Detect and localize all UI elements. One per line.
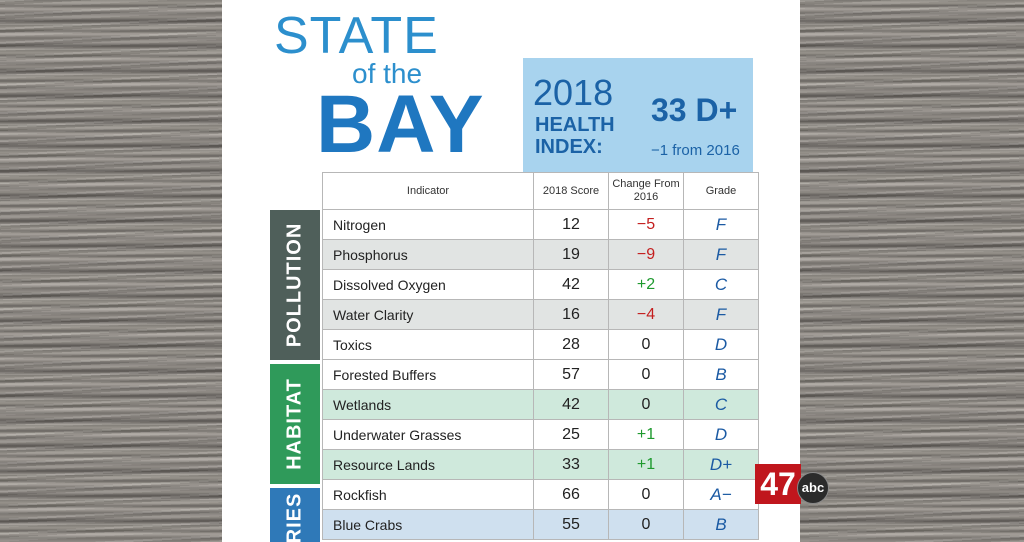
- table-row: Underwater Grasses 25 +1 D: [322, 419, 759, 450]
- table-header-row: Indicator 2018 Score Change From 2016 Gr…: [322, 172, 759, 210]
- indicator-name: Underwater Grasses: [322, 419, 534, 450]
- table-row: Blue Crabs 55 0 B: [322, 509, 759, 540]
- header-change: Change From 2016: [608, 172, 684, 210]
- indicator-score: 57: [533, 359, 609, 390]
- title-bay: BAY: [316, 79, 485, 170]
- indicator-name: Water Clarity: [322, 299, 534, 330]
- indicator-name: Resource Lands: [322, 449, 534, 480]
- report-card-page: STATE of the BAY 2018 HEALTH INDEX: 33 D…: [222, 0, 800, 542]
- indicator-score: 28: [533, 329, 609, 360]
- indicator-grade: F: [683, 239, 759, 270]
- indicator-grade: F: [683, 299, 759, 330]
- indicator-name: Toxics: [322, 329, 534, 360]
- category-fisheries-label: RIES: [283, 492, 306, 542]
- water-background-right: [800, 0, 1024, 542]
- indicator-change: 0: [608, 359, 684, 390]
- indicator-change: 0: [608, 479, 684, 510]
- indicator-score: 42: [533, 389, 609, 420]
- indicator-grade: D: [683, 419, 759, 450]
- indicator-grade: C: [683, 389, 759, 420]
- category-habitat: HABITAT: [270, 364, 320, 484]
- indicator-score: 33: [533, 449, 609, 480]
- indicator-name: Dissolved Oxygen: [322, 269, 534, 300]
- header-grade: Grade: [683, 172, 759, 210]
- table-row: Phosphorus 19 −9 F: [322, 239, 759, 270]
- table-row: Resource Lands 33 +1 D+: [322, 449, 759, 480]
- indicator-grade: B: [683, 359, 759, 390]
- category-pollution: POLLUTION: [270, 210, 320, 360]
- indicator-change: 0: [608, 329, 684, 360]
- table-row: Toxics 28 0 D: [322, 329, 759, 360]
- table-row: Forested Buffers 57 0 B: [322, 359, 759, 390]
- health-index-year: 2018: [533, 72, 614, 113]
- table-row: Nitrogen 12 −5 F: [322, 209, 759, 240]
- network-logo: abc: [797, 472, 829, 504]
- indicator-grade: F: [683, 209, 759, 240]
- health-index-box: 2018 HEALTH INDEX: 33 D+ −1 from 2016: [523, 58, 753, 172]
- indicator-grade: B: [683, 509, 759, 540]
- indicator-name: Wetlands: [322, 389, 534, 420]
- indicator-name: Nitrogen: [322, 209, 534, 240]
- indicator-change: −5: [608, 209, 684, 240]
- header-score: 2018 Score: [533, 172, 609, 210]
- indicator-change: −9: [608, 239, 684, 270]
- health-index-change: −1 from 2016: [651, 142, 740, 159]
- indicator-change: 0: [608, 509, 684, 540]
- indicator-grade: A−: [683, 479, 759, 510]
- indicator-score: 16: [533, 299, 609, 330]
- title-of-the: of the: [352, 58, 423, 89]
- indicator-grade: D: [683, 329, 759, 360]
- category-habitat-label: HABITAT: [283, 378, 306, 470]
- water-background-left: [0, 0, 222, 542]
- indicator-score: 25: [533, 419, 609, 450]
- indicator-grade: C: [683, 269, 759, 300]
- indicator-change: +1: [608, 419, 684, 450]
- station-number: 47: [755, 464, 801, 504]
- title-state: STATE: [274, 7, 439, 65]
- indicator-table: Indicator 2018 Score Change From 2016 Gr…: [322, 172, 759, 540]
- indicator-change: +2: [608, 269, 684, 300]
- health-index-score: 33 D+: [651, 92, 738, 128]
- indicator-change: 0: [608, 389, 684, 420]
- indicator-change: −4: [608, 299, 684, 330]
- health-index-label: HEALTH INDEX:: [535, 114, 615, 158]
- indicator-name: Rockfish: [322, 479, 534, 510]
- indicator-name: Forested Buffers: [322, 359, 534, 390]
- indicator-change: +1: [608, 449, 684, 480]
- table-row: Water Clarity 16 −4 F: [322, 299, 759, 330]
- table-row: Wetlands 42 0 C: [322, 389, 759, 420]
- indicator-name: Blue Crabs: [322, 509, 534, 540]
- indicator-score: 55: [533, 509, 609, 540]
- indicator-score: 19: [533, 239, 609, 270]
- indicator-grade: D+: [683, 449, 759, 480]
- table-row: Dissolved Oxygen 42 +2 C: [322, 269, 759, 300]
- station-logo: 47 abc: [755, 462, 835, 506]
- indicator-score: 12: [533, 209, 609, 240]
- category-fisheries: RIES: [270, 488, 320, 542]
- indicator-score: 66: [533, 479, 609, 510]
- header-indicator: Indicator: [322, 172, 534, 210]
- indicator-name: Phosphorus: [322, 239, 534, 270]
- category-pollution-label: POLLUTION: [283, 222, 306, 348]
- table-row: Rockfish 66 0 A−: [322, 479, 759, 510]
- indicator-score: 42: [533, 269, 609, 300]
